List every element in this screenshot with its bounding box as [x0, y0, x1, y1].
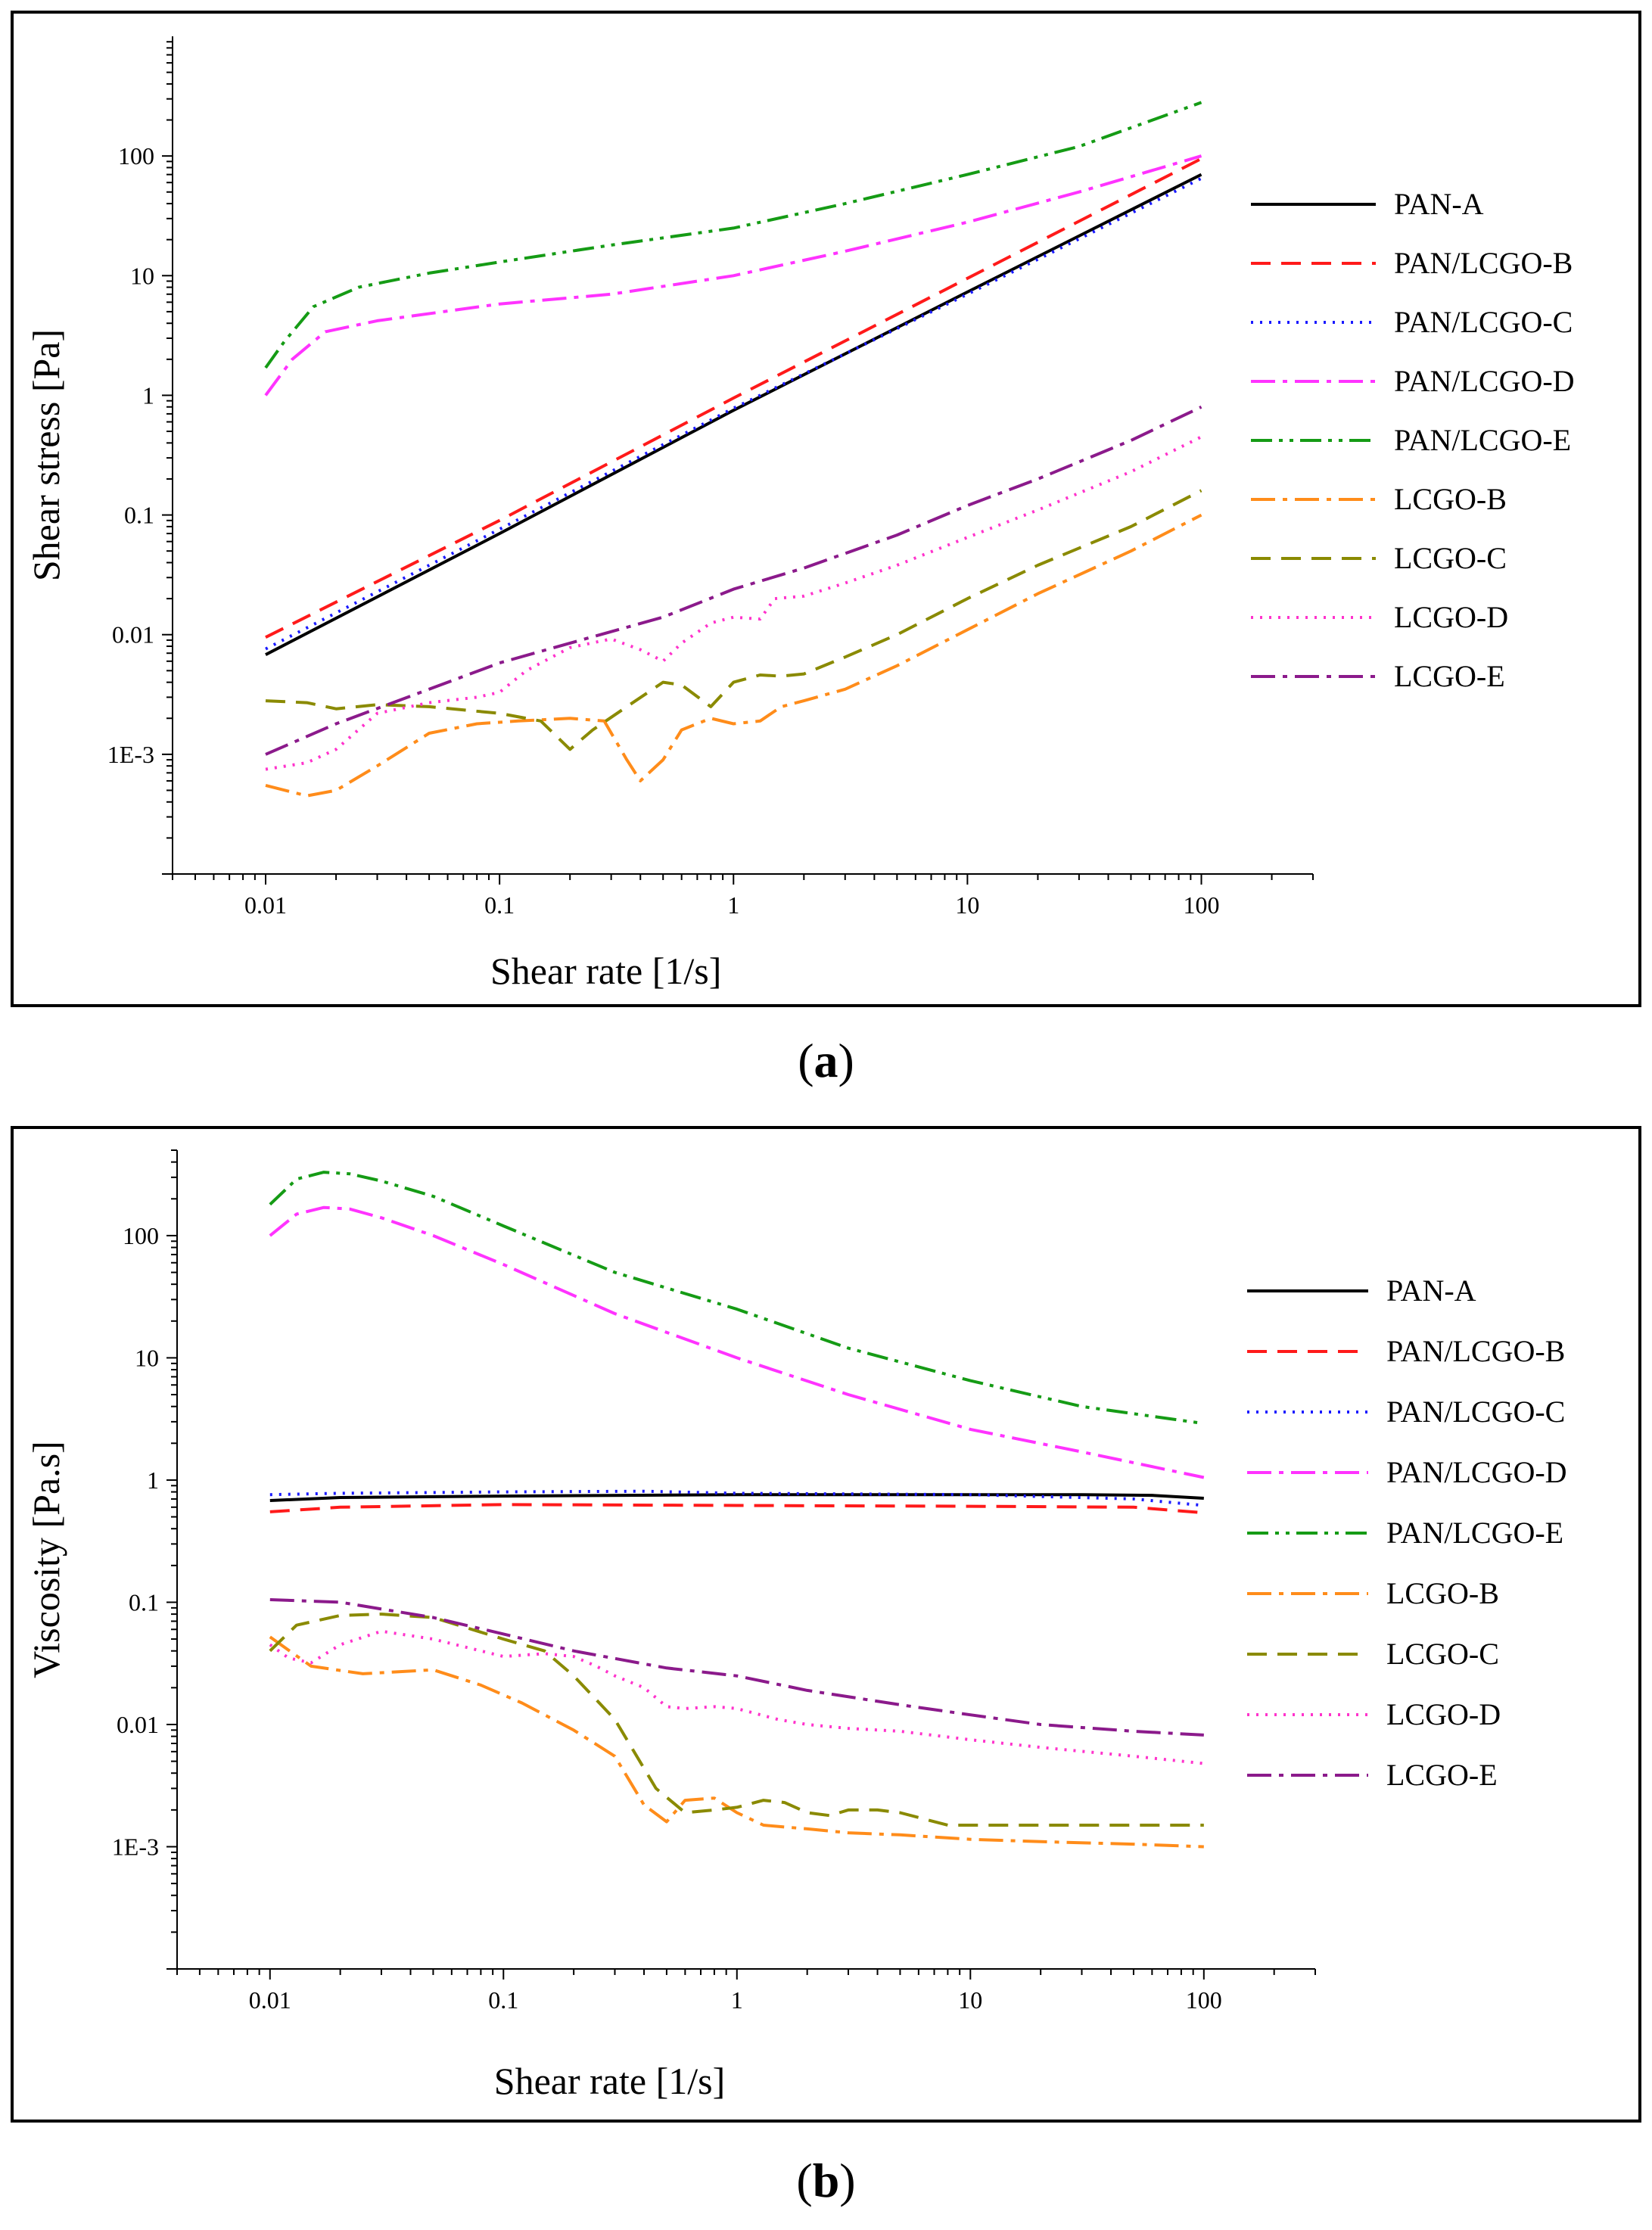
caption-b: (b) — [0, 2153, 1652, 2209]
series-line-lcgo-d — [269, 1629, 1205, 1765]
series-line-lcgo-e — [265, 405, 1202, 756]
legend-label: PAN-A — [1386, 1274, 1476, 1308]
series-line-pan-lcgo-d — [264, 154, 1202, 397]
caption-a-label: a — [814, 1034, 838, 1087]
y-tick-label: 0.01 — [112, 621, 154, 648]
caption-b-close: ) — [839, 2154, 856, 2207]
series-line-pan-lcgo-c — [265, 176, 1202, 651]
series-line-pan-a — [265, 173, 1202, 656]
series-line-lcgo-d — [265, 435, 1202, 771]
legend-label: PAN/LCGO-C — [1394, 305, 1573, 339]
caption-a-open: ( — [798, 1034, 814, 1087]
series-line-lcgo-b — [269, 1635, 1204, 1849]
y-tick-label: 0.1 — [124, 502, 154, 529]
chart-panel-b: 0.01 0.1 1 10 100 1E-3 0.01 0.1 1 10 100 Shear rate… — [11, 1126, 1641, 2123]
legend-label: LCGO-E — [1386, 1758, 1498, 1792]
x-tick-label: 0.1 — [484, 891, 515, 919]
legend-label: PAN/LCGO-B — [1386, 1334, 1565, 1368]
legend-label: PAN/LCGO-E — [1394, 423, 1571, 457]
legend-label: PAN/LCGO-C — [1386, 1395, 1565, 1429]
legend-label: LCGO-C — [1386, 1637, 1499, 1671]
series-line-lcgo-c — [265, 489, 1202, 751]
y-tick-label: 1 — [147, 1466, 159, 1494]
y-tick-label: 1E-3 — [107, 741, 154, 768]
legend-label: LCGO-B — [1386, 1576, 1499, 1610]
legend-label: LCGO-E — [1394, 659, 1505, 693]
y-tick-label: 1 — [142, 381, 154, 409]
legend-label: PAN/LCGO-E — [1386, 1516, 1563, 1550]
y-axis-label: Viscosity [Pa.s] — [25, 1441, 67, 1678]
x-axis-label: Shear rate [1/s] — [490, 950, 721, 992]
legend-label: PAN/LCGO-B — [1394, 246, 1573, 280]
series-line-lcgo-e — [269, 1598, 1204, 1737]
legend-label: PAN-A — [1394, 187, 1484, 221]
y-tick-label: 10 — [135, 1344, 159, 1371]
legend-label: LCGO-D — [1386, 1697, 1501, 1731]
caption-b-label: b — [812, 2154, 840, 2207]
caption-a-close: ) — [838, 1034, 854, 1087]
x-tick-label: 0.1 — [488, 1986, 518, 2014]
caption-a: (a) — [0, 1033, 1652, 1089]
series-line-pan-lcgo-b — [265, 157, 1202, 639]
legend-label: PAN/LCGO-D — [1386, 1455, 1567, 1489]
series-line-pan-lcgo-c — [269, 1489, 1204, 1507]
x-axis-label: Shear rate [1/s] — [494, 2060, 725, 2102]
x-tick-label: 10 — [958, 1986, 982, 2014]
y-tick-label: 0.01 — [117, 1711, 159, 1738]
series-line-pan-lcgo-e — [264, 101, 1202, 369]
legend-label: LCGO-C — [1394, 541, 1507, 575]
y-tick-label: 100 — [118, 142, 154, 170]
caption-b-open: ( — [796, 2154, 813, 2207]
series-line-pan-lcgo-b — [269, 1503, 1204, 1515]
series-line-pan-lcgo-e — [269, 1171, 1205, 1426]
legend-label: LCGO-B — [1394, 482, 1507, 516]
y-tick-label: 100 — [123, 1222, 159, 1249]
x-tick-label: 0.01 — [249, 1986, 291, 2014]
legend-label: PAN/LCGO-D — [1394, 364, 1575, 398]
x-tick-label: 100 — [1186, 1986, 1222, 2014]
chart-panel-a: 0.01 0.1 1 10 100 1E-3 0.01 0.1 1 10 100 Shear rate… — [11, 11, 1641, 1007]
chart-b-svg: 0.01 0.1 1 10 100 1E-3 0.01 0.1 1 10 100 Shear rate… — [25, 1149, 1567, 2102]
y-tick-label: 0.1 — [129, 1588, 159, 1616]
x-tick-label: 1 — [731, 1986, 743, 2014]
chart-a-svg: 0.01 0.1 1 10 100 1E-3 0.01 0.1 1 10 100 Shear rate… — [25, 36, 1575, 992]
y-tick-label: 10 — [130, 262, 154, 289]
series-line-pan-lcgo-d — [269, 1205, 1205, 1479]
y-axis-label: Shear stress [Pa] — [25, 329, 67, 581]
x-tick-label: 100 — [1184, 891, 1220, 919]
legend-label: LCGO-D — [1394, 600, 1508, 634]
series-line-pan-a — [269, 1493, 1204, 1502]
x-tick-label: 1 — [727, 891, 739, 919]
x-tick-label: 10 — [955, 891, 979, 919]
series-line-lcgo-c — [269, 1613, 1204, 1827]
series-line-lcgo-b — [265, 513, 1202, 798]
y-tick-label: 1E-3 — [112, 1833, 159, 1860]
x-tick-label: 0.01 — [244, 891, 287, 919]
